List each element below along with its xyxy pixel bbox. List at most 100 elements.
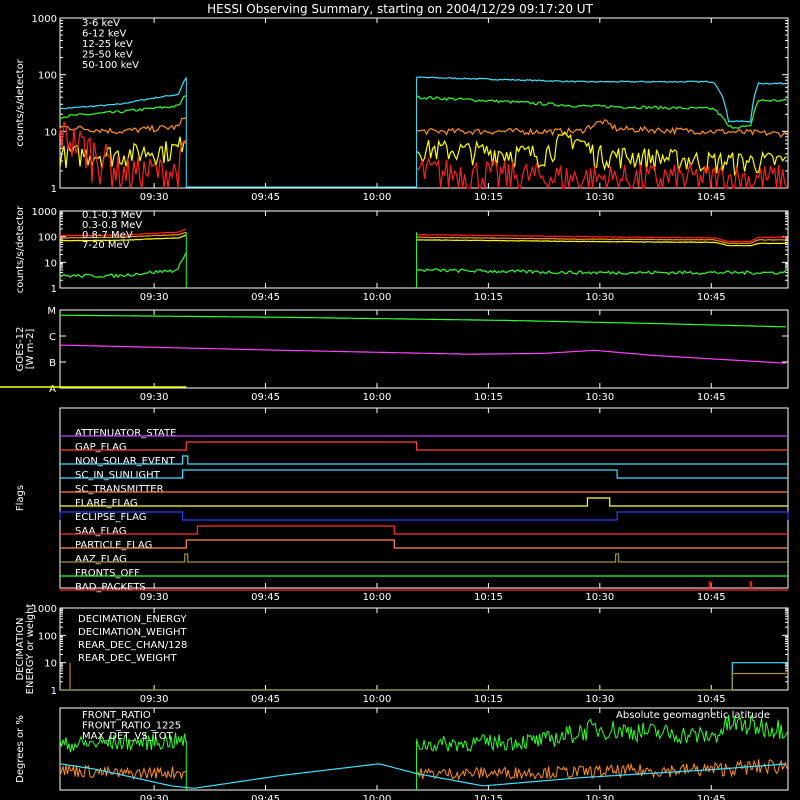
y-tick-label: 100 (38, 233, 57, 244)
flag-label-aaz-flag: AAZ_FLAG (75, 554, 127, 565)
x-tick-label: 10:45 (697, 392, 726, 403)
x-tick-label: 09:30 (140, 794, 169, 800)
x-tick-label: 10:45 (697, 292, 726, 303)
chart-title: HESSI Observing Summary, starting on 200… (207, 2, 593, 16)
x-tick-label: 10:30 (585, 592, 614, 603)
decimation-rear-dec-chan-128 (60, 662, 788, 691)
panel-5-ylabel-2: ENERGY or weight (25, 604, 36, 695)
x-tick-label: 09:30 (140, 694, 169, 705)
x-tick-label: 09:45 (251, 794, 280, 800)
panel-6-frame (59, 707, 789, 791)
flag-label-gap-flag: GAP_FLAG (75, 442, 127, 453)
x-tick-label: 10:30 (585, 694, 614, 705)
y-tick-label: B (49, 358, 56, 369)
y-tick-label: C (49, 332, 56, 343)
series-6-12-keV-seg1 (416, 119, 787, 138)
series-0.8-7-MeV-seg0 (59, 234, 187, 242)
flag-label-particle-flag: PARTICLE_FLAG (75, 540, 152, 551)
ratio-max-det-vs-tot-seg1 (416, 759, 788, 781)
series-0.3-0.8-MeV-seg1 (416, 236, 787, 245)
x-tick-label: 09:45 (251, 192, 280, 203)
flag-line-particle-flag (60, 539, 788, 549)
panel-2-ylabel: counts/s/detector (15, 205, 26, 293)
y-tick-label: 1000 (32, 207, 57, 218)
panel-1-legend-1: 6-12 keV (82, 29, 126, 40)
x-tick-label: 10:00 (363, 694, 392, 705)
series-0.8-7-MeV-seg1 (416, 239, 787, 247)
panel-5-legend-1: DECIMATION_WEIGHT (78, 627, 187, 638)
x-tick-label: 09:30 (140, 292, 169, 303)
flag-line-gap-flag (60, 441, 788, 451)
goes-short-line (59, 344, 787, 364)
x-tick-label: 10:00 (363, 292, 392, 303)
x-tick-label: 09:30 (140, 592, 169, 603)
y-tick-label: 10 (44, 258, 57, 269)
panel-2-legend-3: 7-20 MeV (82, 240, 130, 251)
x-tick-label: 10:00 (363, 794, 392, 800)
series-6-12-keV-seg0 (59, 117, 187, 135)
x-tick-label: 09:45 (251, 592, 280, 603)
flag-label-eclipse-flag: ECLIPSE_FLAG (75, 512, 146, 523)
y-tick-label: M (47, 306, 56, 317)
y-tick-label: 1 (51, 184, 57, 195)
panel-3-frame (59, 309, 789, 389)
panel-1-legend-3: 25-50 keV (82, 50, 133, 61)
series-0.1-0.3-MeV-seg0 (60, 228, 187, 237)
flag-line-saa-flag (60, 525, 788, 535)
goes-long-line (60, 314, 786, 328)
x-tick-label: 09:45 (251, 392, 280, 403)
y-tick-label: 10 (44, 659, 57, 670)
ratio-front-ratio-seg1 (416, 714, 788, 753)
x-tick-label: 10:15 (474, 794, 503, 800)
series-0.1-0.3-MeV-seg1 (416, 234, 787, 243)
panel-1-legend-0: 3-6 keV (82, 18, 120, 29)
series-25-50-keV-seg1 (416, 95, 787, 129)
flag-line-eclipse-flag (59, 511, 789, 521)
series-7-20-MeV-seg0 (59, 252, 187, 279)
series-50-100-keV-seg0 (59, 77, 187, 110)
flag-label-attenuator-state: ATTENUATOR_STATE (75, 428, 176, 439)
flag-label-sc-transmitter: SC_TRANSMITTER (75, 484, 164, 495)
series-25-50-keV-seg0 (59, 95, 187, 119)
y-tick-label: 1 (51, 284, 57, 295)
y-tick-label: 1000 (32, 14, 57, 25)
flag-label-flare-flag: FLARE_FLAG (75, 498, 138, 509)
x-tick-label: 09:45 (251, 694, 280, 705)
series-3-6-keV-seg0 (59, 121, 187, 189)
x-tick-label: 10:30 (585, 392, 614, 403)
panel-4-frame (59, 407, 789, 589)
y-tick-label: 10 (44, 127, 57, 138)
y-tick-label: A (49, 384, 56, 395)
flag-line-aaz-flag (60, 553, 788, 563)
x-tick-label: 10:45 (697, 794, 726, 800)
x-tick-label: 10:15 (474, 592, 503, 603)
series-12-25-keV-seg0 (59, 136, 187, 169)
panel-1-ylabel: counts/s/detector (15, 58, 26, 146)
x-tick-label: 10:15 (474, 192, 503, 203)
series-7-20-MeV-seg1 (416, 268, 787, 276)
geomagnetic-annotation: Absolute geomagnetic latitude (616, 710, 770, 721)
flag-label-bad-packets: BAD_PACKETS (75, 582, 146, 593)
panel-3-ylabel-2: [W m-2] (25, 329, 36, 370)
y-tick-label: 1000 (32, 604, 57, 615)
x-tick-label: 10:00 (363, 392, 392, 403)
series-12-25-keV-seg1 (416, 131, 787, 177)
panel-6-legend-2: MAX_DET_VS_TOT (82, 731, 174, 742)
panel-1-legend-2: 12-25 keV (82, 39, 133, 50)
y-tick-label: 100 (38, 71, 57, 82)
x-tick-label: 10:45 (697, 192, 726, 203)
panel-5-legend-3: REAR_DEC_WEIGHT (78, 653, 177, 664)
panel-1-legend-4: 50-100 keV (82, 60, 139, 71)
x-tick-label: 09:30 (140, 392, 169, 403)
x-tick-label: 10:45 (697, 592, 726, 603)
flag-label-fronts-off: FRONTS_OFF (75, 568, 140, 579)
x-tick-label: 10:15 (474, 392, 503, 403)
flag-line-flare-flag (60, 497, 788, 507)
x-tick-label: 10:30 (585, 794, 614, 800)
x-tick-label: 09:45 (251, 292, 280, 303)
flag-label-non-solar-event: NON_SOLAR_EVENT (75, 456, 176, 467)
panel-1-frame (59, 17, 789, 189)
panel-5-ylabel: DECIMATION (15, 617, 26, 680)
flag-line-non-solar-event (60, 455, 788, 465)
